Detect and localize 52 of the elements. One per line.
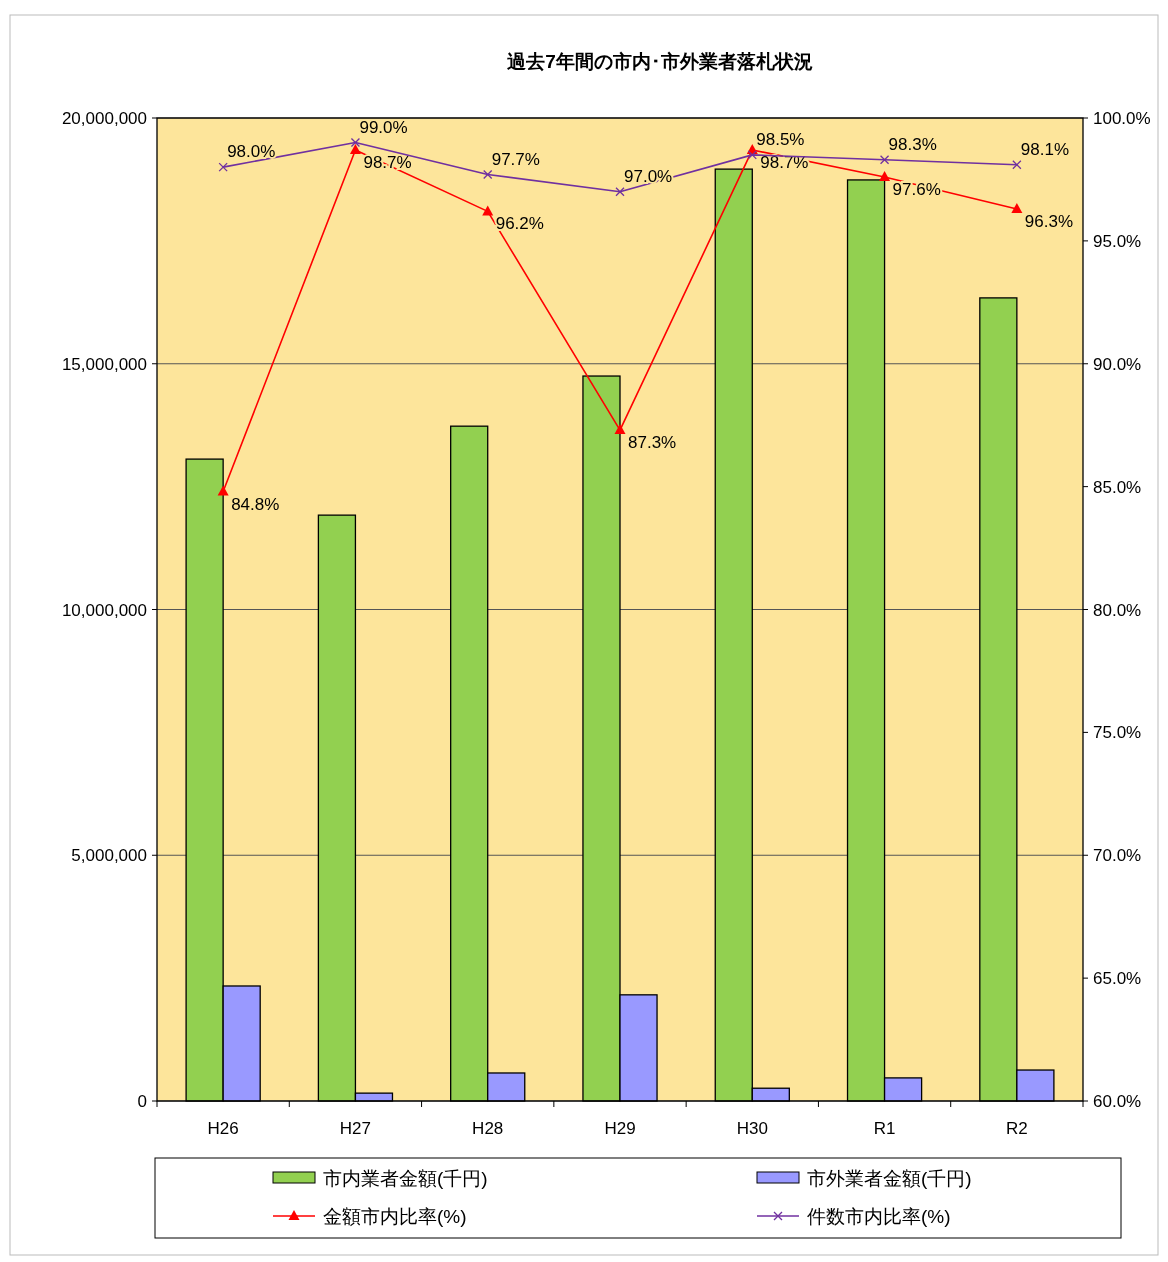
chart-title: 過去7年間の市内･市外業者落札状況 — [506, 51, 813, 72]
point — [615, 187, 625, 197]
data-label: 96.2% — [495, 214, 544, 234]
x-tick-label: R2 — [1005, 1119, 1028, 1138]
point — [350, 137, 361, 148]
point — [217, 485, 229, 496]
y2-tick-label: 90.0% — [1093, 354, 1142, 374]
point — [218, 162, 228, 172]
y-tick-label: 5,000,000 — [71, 846, 147, 866]
data-label: 87.3% — [628, 433, 677, 453]
point — [879, 155, 890, 165]
y2-tick-label: 60.0% — [1093, 1092, 1142, 1111]
x-tick-label: H27 — [339, 1119, 372, 1138]
y2-tick-label: 80.0% — [1093, 600, 1142, 620]
point — [747, 150, 757, 160]
y2-tick-label: 95.0% — [1093, 231, 1142, 251]
point — [482, 205, 494, 216]
y2-tick-label: 65.0% — [1093, 969, 1142, 989]
data-label: 98.1% — [1020, 139, 1070, 159]
point — [614, 424, 626, 435]
point — [1012, 160, 1022, 170]
data-label: 98.0% — [227, 142, 276, 162]
legend-label: 件数市内比率(%) — [807, 1206, 951, 1227]
data-label: 99.0% — [359, 117, 408, 137]
x-tick-label: H28 — [472, 1119, 504, 1138]
y-tick-label: 0 — [137, 1092, 147, 1111]
y2-tick-label: 85.0% — [1093, 477, 1142, 497]
point — [483, 169, 493, 180]
y-tick-label: 10,000,000 — [61, 600, 147, 620]
point — [1011, 202, 1023, 213]
x-tick-label: H29 — [604, 1119, 636, 1138]
data-label: 84.8% — [231, 494, 280, 514]
data-label: 97.6% — [892, 179, 941, 199]
point — [879, 170, 891, 181]
legend-label: 市内業者金額(千円) — [323, 1168, 488, 1189]
y2-tick-label: 100.0% — [1093, 109, 1151, 128]
y-tick-label: 20,000,000 — [61, 109, 147, 128]
y-tick-label: 15,000,000 — [61, 354, 147, 374]
legend-label: 市外業者金額(千円) — [807, 1168, 972, 1189]
data-label: 98.5% — [756, 129, 805, 149]
y2-tick-label: 70.0% — [1093, 846, 1142, 866]
x-tick-label: H30 — [736, 1119, 768, 1138]
x-tick-label: H26 — [207, 1119, 239, 1138]
point — [349, 143, 361, 154]
legend-label: 金額市内比率(%) — [323, 1206, 467, 1227]
y2-tick-label: 75.0% — [1093, 723, 1142, 743]
data-label: 98.3% — [888, 134, 937, 154]
data-label: 98.7% — [760, 152, 809, 172]
data-label: 97.7% — [491, 149, 540, 169]
x-tick-label: R1 — [873, 1119, 896, 1138]
data-label: 96.3% — [1024, 211, 1074, 231]
data-label: 97.0% — [624, 166, 673, 186]
